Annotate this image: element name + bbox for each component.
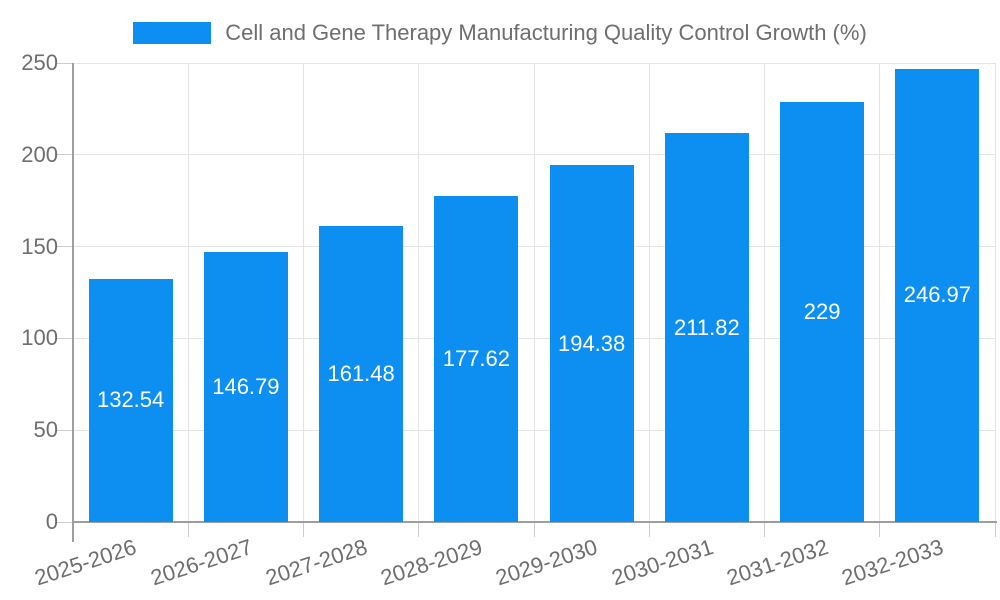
bar-value-label: 229 [803, 298, 841, 324]
bar: 132.54 [88, 278, 173, 522]
y-axis-tick [57, 429, 73, 431]
y-axis-tick [57, 246, 73, 248]
x-axis-tick [879, 522, 881, 537]
bar-value-label: 211.82 [674, 314, 740, 340]
x-axis-tick [648, 522, 650, 537]
x-axis-label: 2031-2032 [723, 534, 832, 591]
bar: 194.38 [549, 165, 634, 522]
x-axis-tick [994, 522, 996, 537]
gridline-vertical [187, 63, 189, 522]
gridline-vertical [533, 63, 535, 522]
bar: 211.82 [664, 133, 749, 522]
bar-value-label: 177.62 [442, 345, 511, 371]
gridline-vertical [994, 63, 996, 522]
y-axis-label: 100 [21, 325, 58, 351]
y-axis-line [72, 63, 74, 542]
gridline-vertical [764, 63, 765, 522]
y-axis-label: 50 [33, 417, 58, 443]
bar-value-label: 132.54 [96, 387, 165, 413]
y-axis-tick [57, 62, 73, 64]
bar: 146.79 [203, 252, 288, 522]
x-axis-tick [533, 522, 535, 537]
y-axis-tick [57, 154, 73, 156]
legend-label: Cell and Gene Therapy Manufacturing Qual… [225, 20, 867, 45]
bar: 246.97 [895, 68, 980, 522]
y-axis-label: 150 [21, 233, 58, 259]
x-axis-line [72, 521, 997, 523]
y-axis-label: 250 [21, 50, 58, 75]
y-axis-label: 200 [21, 141, 58, 167]
bar-value-label: 194.38 [557, 330, 626, 356]
gridline-vertical [879, 63, 881, 522]
x-axis-label: 2026-2027 [147, 534, 255, 591]
x-axis-label: 2030-2031 [608, 534, 716, 591]
bar-value-label: 246.97 [903, 282, 972, 308]
x-axis-label: 2025-2026 [31, 534, 140, 591]
y-axis-tick [57, 521, 73, 523]
gridline-vertical [418, 63, 420, 522]
chart-legend: Cell and Gene Therapy Manufacturing Qual… [0, 20, 1000, 46]
x-axis-tick [187, 522, 189, 537]
gridline-vertical [648, 63, 650, 522]
bar: 229 [780, 101, 865, 522]
y-axis-label: 0 [45, 509, 58, 534]
x-axis-tick [418, 522, 420, 537]
x-axis-label: 2032-2033 [838, 534, 947, 591]
x-axis-label: 2029-2030 [492, 534, 601, 591]
x-axis-tick [764, 522, 765, 537]
legend-swatch [133, 22, 212, 44]
gridline-vertical [303, 63, 304, 522]
x-axis-tick [303, 522, 304, 537]
bar: 177.62 [434, 195, 519, 522]
bar: 161.48 [319, 225, 404, 522]
bar-value-label: 161.48 [327, 360, 395, 386]
bar-value-label: 146.79 [212, 374, 280, 400]
x-axis-label: 2027-2028 [262, 534, 371, 591]
y-axis-tick [57, 337, 73, 339]
x-axis-label: 2028-2029 [377, 534, 486, 591]
